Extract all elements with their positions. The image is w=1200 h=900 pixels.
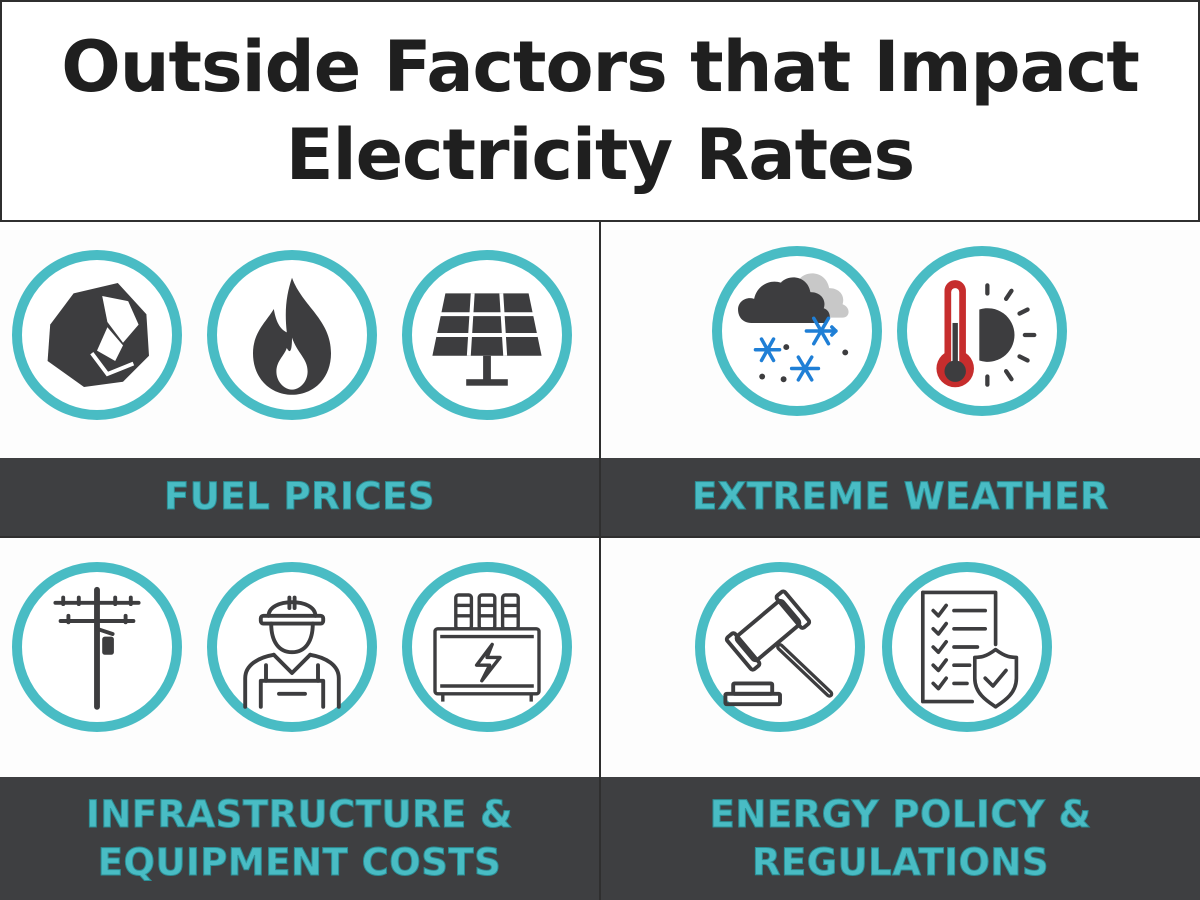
infrastructure-band: INFRASTRUCTURE & EQUIPMENT COSTS bbox=[0, 777, 599, 900]
thermometer-sun-icon bbox=[936, 280, 1037, 388]
utility-pole-icon-circle bbox=[12, 562, 182, 732]
policy-label-line-2: REGULATIONS bbox=[751, 840, 1050, 884]
extreme-weather-band: EXTREME WEATHER bbox=[601, 458, 1200, 536]
gavel-icon-circle bbox=[695, 562, 865, 732]
infrastructure-label-line-1: INFRASTRUCTURE & bbox=[86, 792, 513, 836]
checklist-shield-icon bbox=[920, 590, 1019, 709]
coal-icon-circle bbox=[12, 250, 182, 420]
fuel-prices-band: FUEL PRICES bbox=[0, 458, 599, 536]
checklist-shield-icon-circle bbox=[882, 562, 1052, 732]
policy-label-line-1: ENERGY POLICY & bbox=[709, 792, 1092, 836]
page-title-line-2: Electricity Rates bbox=[285, 114, 915, 196]
flame-icon-circle bbox=[207, 250, 377, 420]
transformer-icon-circle bbox=[402, 562, 572, 732]
page-title-line-1: Outside Factors that Impact bbox=[61, 26, 1140, 108]
title-box: Outside Factors that Impact Electricity … bbox=[0, 0, 1200, 222]
worker-icon bbox=[243, 595, 341, 709]
flame-icon bbox=[253, 277, 331, 395]
snow-cloud-icon bbox=[738, 273, 849, 383]
coal-icon bbox=[47, 283, 149, 387]
policy-band: ENERGY POLICY & REGULATIONS bbox=[601, 777, 1200, 900]
snow-cloud-icon-circle bbox=[712, 246, 882, 416]
infrastructure-label-line-2: EQUIPMENT COSTS bbox=[97, 840, 502, 884]
solar-panel-icon bbox=[432, 293, 542, 386]
vertical-divider bbox=[599, 222, 601, 900]
gavel-icon bbox=[723, 589, 834, 707]
thermometer-sun-icon-circle bbox=[897, 246, 1067, 416]
transformer-icon bbox=[433, 593, 541, 702]
extreme-weather-label: EXTREME WEATHER bbox=[691, 475, 1110, 519]
horizontal-divider bbox=[0, 536, 1200, 538]
fuel-prices-label: FUEL PRICES bbox=[163, 475, 435, 519]
utility-pole-icon bbox=[53, 586, 141, 710]
solar-panel-icon-circle bbox=[402, 250, 572, 420]
worker-icon-circle bbox=[207, 562, 377, 732]
